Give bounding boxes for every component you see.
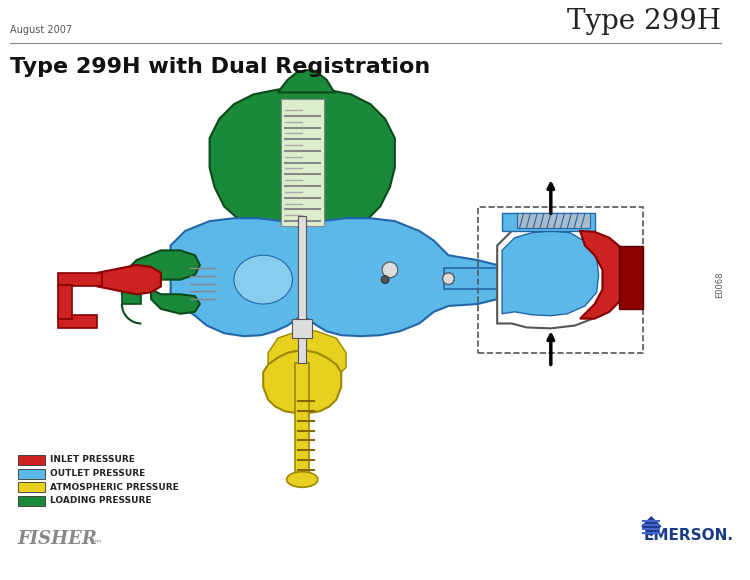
Bar <box>296 362 309 480</box>
Polygon shape <box>497 224 609 328</box>
Text: Type 299H with Dual Registration: Type 299H with Dual Registration <box>10 57 430 77</box>
Bar <box>443 268 507 289</box>
Text: ATMOSPHERIC PRESSURE: ATMOSPHERIC PRESSURE <box>50 483 178 492</box>
Bar <box>517 213 590 228</box>
Text: E0068: E0068 <box>715 271 724 298</box>
Bar <box>619 245 644 309</box>
Polygon shape <box>98 265 160 294</box>
Bar <box>17 469 45 478</box>
Bar <box>502 213 595 231</box>
Polygon shape <box>502 231 598 316</box>
Polygon shape <box>268 331 346 384</box>
Text: ™: ™ <box>92 538 102 548</box>
Bar <box>17 483 45 492</box>
Polygon shape <box>209 88 394 238</box>
Text: EMERSON.: EMERSON. <box>644 528 734 543</box>
Ellipse shape <box>442 273 454 285</box>
Bar <box>122 275 141 304</box>
Ellipse shape <box>381 276 389 284</box>
Text: FISHER: FISHER <box>17 530 98 548</box>
Bar <box>17 455 45 465</box>
Bar <box>58 315 98 328</box>
Bar <box>298 216 306 362</box>
Bar <box>58 285 72 318</box>
Bar <box>17 496 45 506</box>
Polygon shape <box>263 351 341 413</box>
Text: August 2007: August 2007 <box>10 25 72 35</box>
Polygon shape <box>170 218 507 336</box>
Ellipse shape <box>382 262 398 278</box>
Bar <box>280 99 324 226</box>
Polygon shape <box>580 231 628 318</box>
Text: Type 299H: Type 299H <box>568 8 722 35</box>
Bar <box>58 273 102 287</box>
Text: INLET PRESSURE: INLET PRESSURE <box>50 455 134 465</box>
Text: LOADING PRESSURE: LOADING PRESSURE <box>50 496 152 505</box>
Ellipse shape <box>286 472 318 487</box>
Polygon shape <box>122 251 200 314</box>
Text: OUTLET PRESSURE: OUTLET PRESSURE <box>50 469 145 478</box>
Polygon shape <box>278 70 334 92</box>
Bar <box>292 318 312 338</box>
Bar <box>478 206 644 353</box>
Polygon shape <box>641 517 661 536</box>
Ellipse shape <box>234 255 292 304</box>
